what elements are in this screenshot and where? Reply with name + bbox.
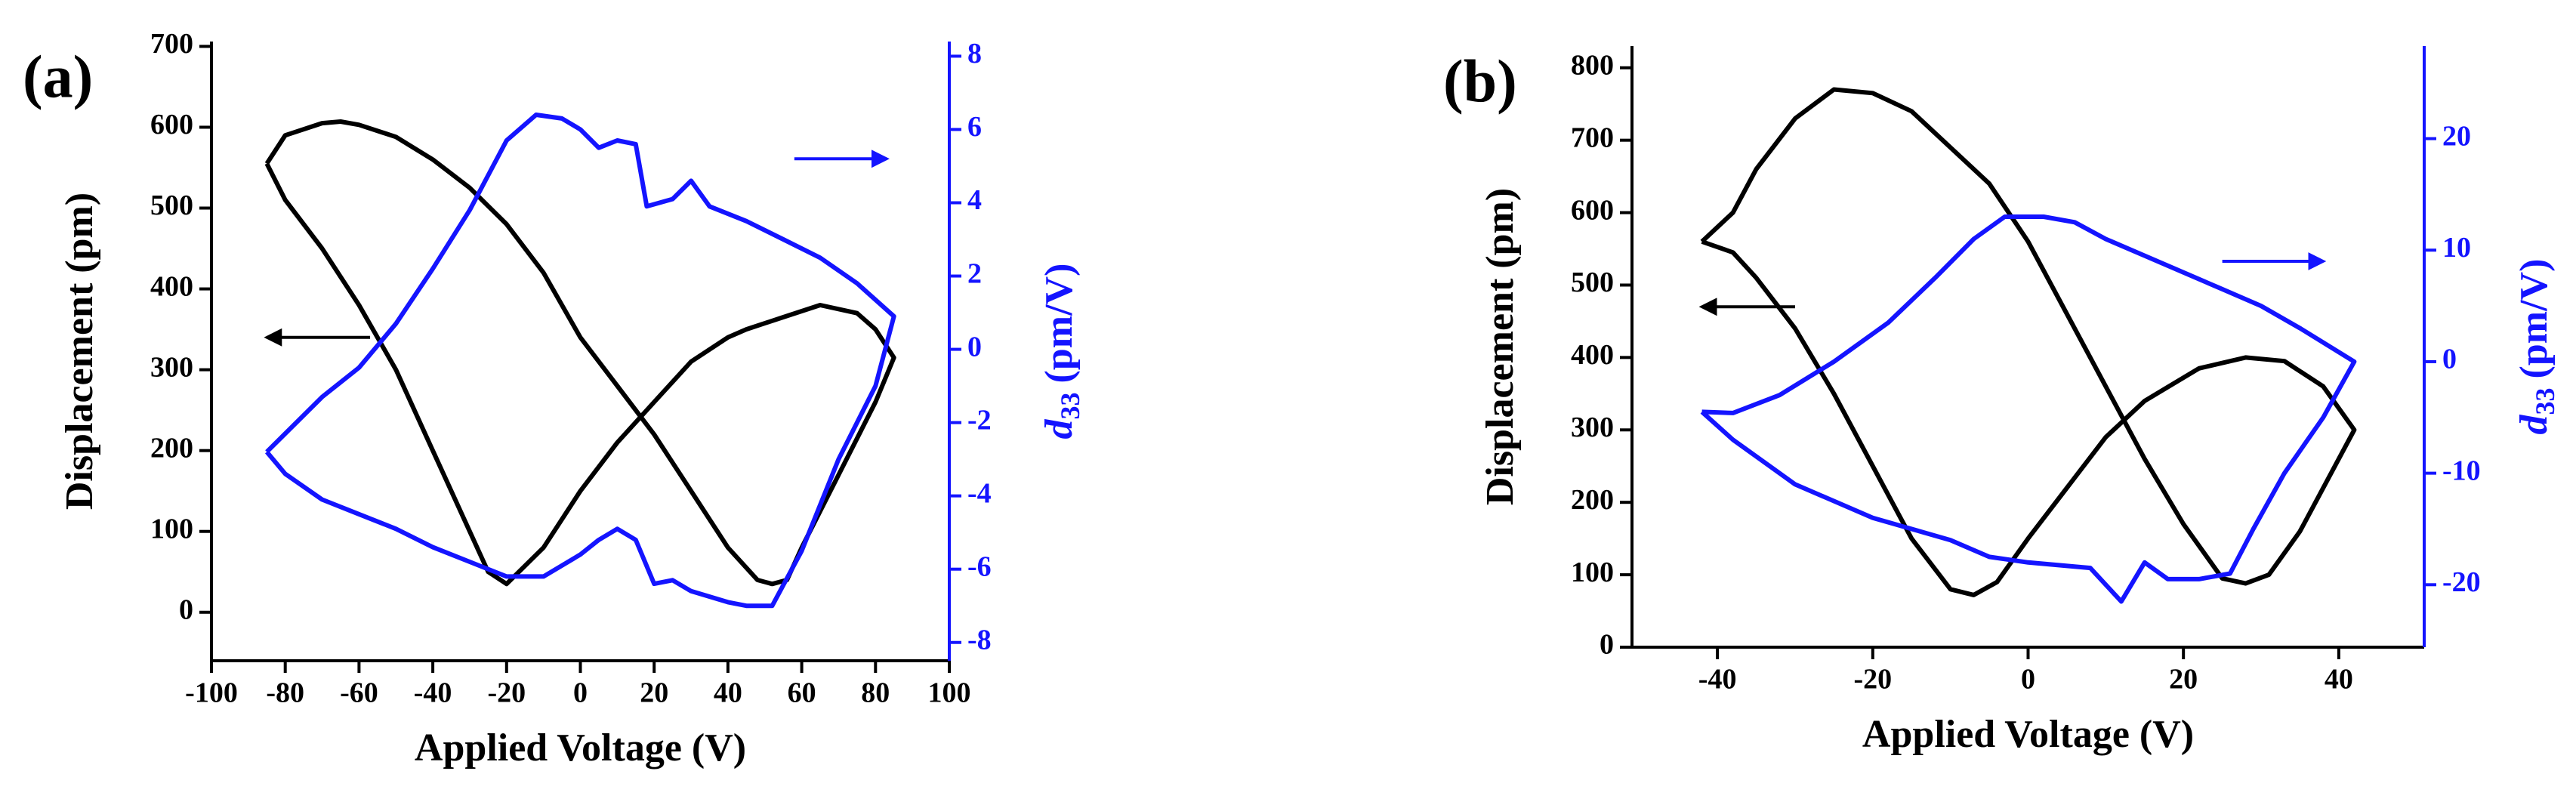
x-tick-label: 20 xyxy=(2169,664,2198,696)
y-axis-label: Displacement (pm) xyxy=(1479,188,1522,505)
y-tick-label: 400 xyxy=(1571,339,1614,371)
y2-label-subscript: 33 xyxy=(2530,387,2560,415)
y-tick-label: 800 xyxy=(1571,49,1614,81)
panel-label: (a) xyxy=(23,44,93,110)
x-tick-label: 0 xyxy=(2021,664,2035,696)
y2-tick-label: 0 xyxy=(2442,344,2457,375)
x-tick-label: 80 xyxy=(861,677,890,709)
data-line xyxy=(264,119,896,587)
y2-label-symbol: d xyxy=(2513,414,2556,434)
y-tick-label: 700 xyxy=(150,28,193,60)
y-tick-label: 300 xyxy=(150,351,193,383)
x-tick-label: 20 xyxy=(640,677,668,709)
y2-tick-label: 4 xyxy=(967,184,982,216)
y2-tick-label: 10 xyxy=(2442,232,2471,264)
y-tick-label: 500 xyxy=(150,190,193,221)
x-tick-label: -20 xyxy=(1853,664,1892,696)
x-tick-label: -40 xyxy=(1698,664,1737,696)
y-tick-label: 200 xyxy=(1571,484,1614,516)
x-tick-label: 100 xyxy=(928,677,971,709)
y2-tick-label: 2 xyxy=(967,258,982,289)
y-tick-label: 700 xyxy=(1571,122,1614,153)
y2-label-subscript: 33 xyxy=(1055,392,1085,419)
x-tick-label: 40 xyxy=(2325,664,2353,696)
y-tick-label: 100 xyxy=(150,513,193,544)
data-line xyxy=(1700,87,2357,597)
y2-axis-label: d33 (pm/V) xyxy=(1038,264,1085,440)
y2-tick-label: -4 xyxy=(967,477,992,509)
y2-tick-label: -10 xyxy=(2442,455,2481,486)
y-tick-label: 600 xyxy=(150,109,193,140)
y2-tick-label: 20 xyxy=(2442,120,2471,152)
y-tick-label: 0 xyxy=(1600,629,1614,661)
y-tick-label: 100 xyxy=(1571,557,1614,588)
y2-tick-label: -6 xyxy=(967,551,992,582)
y2-tick-label: 6 xyxy=(967,111,982,143)
x-tick-label: -20 xyxy=(487,677,526,709)
data-line xyxy=(265,113,896,609)
y-tick-label: 600 xyxy=(1571,194,1614,226)
y-tick-label: 400 xyxy=(150,270,193,302)
y2-axis-label: d33 (pm/V) xyxy=(2513,259,2560,435)
y2-tick-label: 8 xyxy=(967,38,982,69)
x-tick-label: 40 xyxy=(714,677,742,709)
panel-label: (b) xyxy=(1443,48,1517,115)
x-tick-label: -80 xyxy=(266,677,304,709)
y2-label-unit: (pm/V) xyxy=(2513,259,2556,379)
y2-tick-label: -20 xyxy=(2442,566,2481,598)
x-axis-label: Applied Voltage (V) xyxy=(1862,713,2194,756)
y-tick-label: 500 xyxy=(1571,267,1614,298)
data-line xyxy=(1700,214,2357,604)
x-tick-label: -60 xyxy=(340,677,378,709)
x-axis-label: Applied Voltage (V) xyxy=(415,726,746,770)
y-axis-label: Displacement (pm) xyxy=(58,193,101,510)
y2-label-unit: (pm/V) xyxy=(1038,264,1081,384)
x-tick-label: -100 xyxy=(185,677,238,709)
y2-tick-label: 0 xyxy=(967,331,982,362)
y-tick-label: 200 xyxy=(150,432,193,464)
y2-tick-label: -2 xyxy=(967,404,992,436)
y2-tick-label: -8 xyxy=(967,624,992,655)
x-tick-label: 60 xyxy=(788,677,816,709)
x-tick-label: -40 xyxy=(414,677,452,709)
y-tick-label: 300 xyxy=(1571,412,1614,443)
x-tick-label: 0 xyxy=(573,677,588,709)
y-tick-label: 0 xyxy=(179,594,193,625)
y2-label-symbol: d xyxy=(1038,418,1081,439)
